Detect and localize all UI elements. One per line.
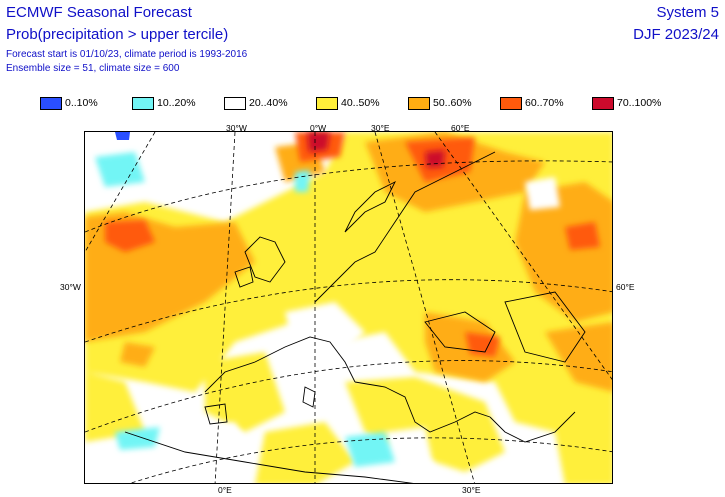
prob-0-10-area: [115, 132, 130, 140]
legend-item: 20..40%: [224, 95, 288, 111]
forecast-subtitle: Prob(precipitation > upper tercile): [6, 26, 229, 43]
lon-label-top: 60°E: [451, 123, 470, 133]
lon-label-bottom: 30°E: [462, 485, 481, 495]
map-canvas: [85, 132, 612, 483]
legend-item: 60..70%: [500, 95, 564, 111]
lon-label-top: 30°E: [371, 123, 390, 133]
legend-swatch: [408, 96, 430, 110]
legend-item: 0..10%: [40, 95, 98, 111]
legend-item: 70..100%: [592, 95, 661, 111]
forecast-title: ECMWF Seasonal Forecast: [6, 4, 192, 21]
legend-label: 10..20%: [157, 97, 196, 109]
legend-swatch: [40, 96, 62, 110]
system-label: System 5: [656, 4, 719, 21]
forecast-start-info: Forecast start is 01/10/23, climate peri…: [6, 49, 248, 60]
legend-item: 10..20%: [132, 95, 196, 111]
lon-label-top: 0°W: [310, 123, 327, 133]
legend-label: 50..60%: [433, 97, 472, 109]
forecast-map: [84, 131, 613, 484]
prob-40-50-area: [85, 132, 612, 483]
legend-label: 70..100%: [617, 97, 662, 109]
legend-swatch: [224, 96, 246, 110]
ensemble-info: Ensemble size = 51, climate size = 600: [6, 63, 180, 74]
legend-swatch: [316, 96, 338, 110]
legend-swatch: [500, 96, 522, 110]
legend-item: 50..60%: [408, 95, 472, 111]
legend-label: 0..10%: [65, 97, 98, 109]
lon-label-bottom: 0°E: [218, 485, 232, 495]
probability-legend: 0..10% 10..20% 20..40% 40..50% 50..60% 6…: [40, 95, 680, 111]
legend-item: 40..50%: [316, 95, 380, 111]
season-label: DJF 2023/24: [633, 26, 719, 43]
lat-label-left: 30°W: [60, 282, 81, 292]
legend-label: 60..70%: [525, 97, 564, 109]
legend-swatch: [132, 96, 154, 110]
legend-label: 40..50%: [341, 97, 380, 109]
legend-label: 20..40%: [249, 97, 288, 109]
legend-swatch: [592, 96, 614, 110]
lon-label-top: 30°W: [226, 123, 247, 133]
prob-70-100-area: [307, 132, 445, 168]
graticule: [85, 132, 612, 483]
lat-label-right: 60°E: [616, 282, 635, 292]
coastlines: [124, 151, 586, 483]
